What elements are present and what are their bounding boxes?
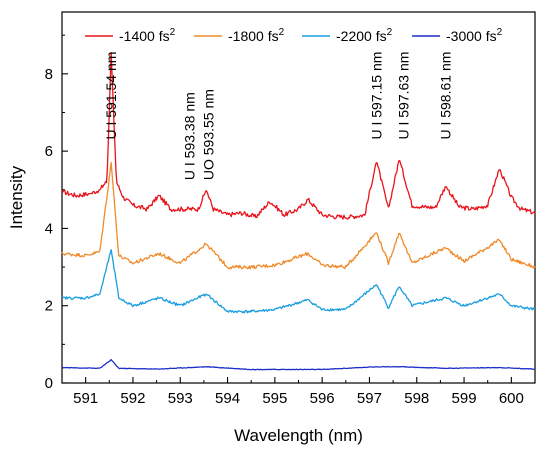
plot-frame: [61, 11, 536, 384]
x-tick-label: 595: [262, 390, 287, 407]
legend-label: -1800 fs2: [228, 27, 285, 44]
legend-label: -2200 fs2: [336, 27, 393, 44]
y-axis-label: Intensity: [7, 165, 26, 229]
series-layer: [61, 51, 536, 371]
series-line: [61, 51, 536, 220]
legend-label: -1400 fs2: [119, 27, 176, 44]
annotation-layer: U I 591.54 nm U I 593.38 nm UO 593.55 nm U …: [103, 52, 453, 181]
y-tick-label: 0: [45, 375, 53, 392]
x-tick-label: 594: [215, 390, 240, 407]
peak-annotation: U I 591.54 nm: [103, 52, 119, 140]
peak-annotation: U I 593.38 nm: [182, 92, 198, 180]
y-tick-label: 6: [45, 143, 53, 160]
peak-annotation: UO 593.55 nm: [201, 89, 217, 180]
peak-annotation: U I 598.61 nm: [438, 52, 454, 140]
peak-annotation: U I 597.63 nm: [396, 52, 412, 140]
peak-annotation: U I 597.15 nm: [369, 52, 385, 140]
x-tick-label: 598: [404, 390, 429, 407]
y-tick-label: 2: [45, 298, 53, 315]
series-line: [61, 358, 535, 371]
legend: -1400 fs2 -1800 fs2 -2200 fs2 -3000 fs2: [85, 27, 503, 44]
x-tick-label: 600: [499, 390, 524, 407]
series-line: [61, 162, 536, 270]
x-axis-label: Wavelength (nm): [234, 426, 363, 445]
y-tick-label: 8: [45, 66, 53, 83]
x-tick-label: 591: [73, 390, 98, 407]
y-tick-label: 4: [45, 220, 53, 237]
x-tick-label: 597: [357, 390, 382, 407]
axis-ticks: 591 592 593 594 595 596 597 598 599 600 0 2 4 6 8: [45, 34, 536, 407]
x-tick-label: 592: [120, 390, 145, 407]
series-line: [61, 249, 536, 314]
x-tick-label: 596: [310, 390, 335, 407]
x-tick-label: 593: [168, 390, 193, 407]
legend-label: -3000 fs2: [446, 27, 503, 44]
x-tick-label: 599: [452, 390, 477, 407]
